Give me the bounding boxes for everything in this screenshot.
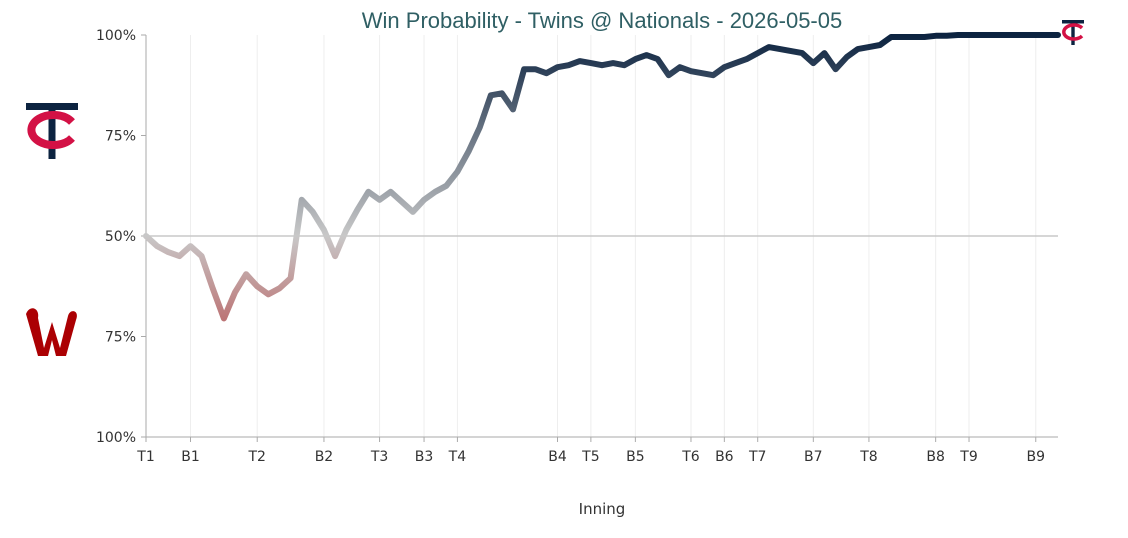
y-tick-label: 100%	[96, 430, 136, 446]
twins-tc-logo-icon	[26, 103, 78, 159]
x-tick-label: T8	[859, 449, 877, 465]
x-tick-label: T3	[370, 449, 388, 465]
x-tick-label: T9	[959, 449, 977, 465]
x-tick-label: B3	[415, 449, 434, 465]
x-tick-label: T5	[581, 449, 599, 465]
x-tick-label: B8	[926, 449, 945, 465]
x-tick-label: B2	[315, 449, 334, 465]
x-tick-label: B1	[181, 449, 200, 465]
x-tick-label: T2	[247, 449, 265, 465]
nationals-w-logo-icon	[26, 308, 77, 356]
twins-end-logo-icon	[1062, 20, 1084, 45]
y-tick-label: 75%	[105, 330, 136, 346]
y-tick-label: 75%	[105, 129, 136, 145]
x-tick-label: T7	[748, 449, 766, 465]
chart-title: Win Probability - Twins @ Nationals - 20…	[362, 8, 842, 33]
y-tick-label: 50%	[105, 229, 136, 245]
x-tick-label: B5	[626, 449, 645, 465]
y-ticks: 100% 75% 50% 75% 100%	[96, 28, 146, 446]
x-tick-label: B7	[804, 449, 823, 465]
x-tick-label: B4	[548, 449, 567, 465]
win-probability-line	[143, 32, 1061, 322]
x-tick-label: T1	[136, 449, 154, 465]
x-ticks: T1 B1 T2 B2 T3 B3 T4 B4 T5 B5 T6 B6 T7 B7 T8 B8 T9 B9	[136, 437, 1045, 465]
y-tick-label: 100%	[96, 28, 136, 44]
x-tick-label: T6	[681, 449, 700, 465]
axes	[145, 35, 1058, 438]
x-tick-label: B9	[1026, 449, 1045, 465]
x-tick-label: B6	[715, 449, 734, 465]
x-axis-label: Inning	[579, 500, 626, 518]
x-tick-label: T4	[448, 449, 467, 465]
